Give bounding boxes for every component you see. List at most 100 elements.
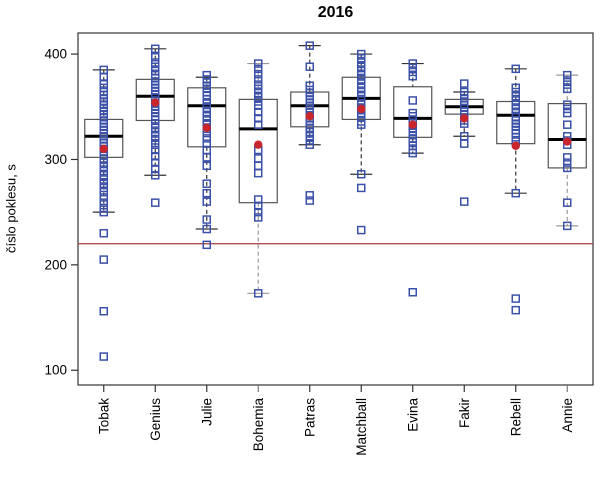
data-point-square [151,44,160,54]
x-tick-label: Julie [199,398,214,426]
boxplot-bohemia: Bohemia [238,59,278,452]
data-point-square [202,197,211,206]
x-tick-label: Bohemia [251,398,266,452]
x-tick-label: Genius [148,398,163,441]
boxplot-julie: Julie [187,70,227,426]
data-point-square [408,96,417,105]
y-tick-label: 300 [44,152,67,167]
mean-dot [460,114,469,123]
y-tick-label: 400 [44,47,67,62]
data-point-square [99,228,108,238]
data-point-square [202,134,211,143]
y-tick-label: 100 [44,363,67,378]
data-point-square [563,221,572,231]
data-point-square [151,198,160,207]
boxplot-evina: Evina [393,59,433,432]
data-point-square [254,289,263,298]
x-tick-label: Tobak [96,398,111,434]
data-point-square [563,120,572,129]
data-point-square [254,168,263,178]
data-point-square [563,84,572,94]
x-tick-label: Annie [560,398,575,433]
data-point-square [99,193,108,202]
data-point-square [357,169,366,179]
data-point-square [305,140,314,149]
data-point-square [563,198,572,207]
data-point-square [357,120,366,129]
data-point-square [99,198,108,207]
data-point-square [99,352,108,361]
mean-dot [99,144,108,154]
data-point-square [563,108,572,118]
x-tick-label: Evina [405,398,420,432]
data-point-square [254,207,263,217]
boxplot-patras: Patras [290,41,330,437]
mean-dot [563,137,572,146]
mean-dot [305,112,314,121]
x-tick-label: Fakir [457,397,472,428]
data-point-square [254,59,263,68]
data-point-square [563,153,572,162]
plot-border [77,32,594,386]
data-point-square [511,188,520,198]
y-tick-label: 200 [44,257,67,272]
mean-dot [151,98,160,107]
data-point-square [357,183,366,193]
data-point-square [202,224,211,234]
data-point-square [202,179,211,188]
boxplot-tobak: Tobak [84,65,124,434]
mean-dot [202,123,211,133]
data-point-square [99,187,108,197]
x-tick-label: Patras [302,398,317,437]
data-point-square [151,140,160,149]
mean-dot [408,120,417,129]
data-point-square [202,161,211,171]
data-point-square [511,64,520,74]
boxplot-rebell: Rebell [496,64,536,436]
mean-dot [511,141,520,150]
data-point-square [563,163,572,173]
data-point-square [254,69,263,79]
iqr-box [238,98,278,204]
data-point-square [202,153,211,162]
x-tick-label: Rebell [508,398,523,436]
data-point-square [511,305,520,315]
mean-dot [357,104,366,114]
data-point-square [202,188,211,198]
data-point-square [305,41,314,50]
data-point-square [254,75,263,84]
data-point-square [563,158,572,167]
data-point-square [99,306,108,316]
data-point-square [408,148,417,158]
data-point-square [151,52,160,62]
data-point-square [563,70,572,80]
data-point-square [305,62,314,71]
data-point-square [254,213,263,222]
data-point-square [99,255,108,264]
data-point-square [254,120,263,129]
data-point-square [254,64,263,74]
mean-dot [254,140,263,149]
data-point-square [202,240,211,250]
data-point-square [408,71,417,81]
data-point-square [408,288,417,297]
data-point-square [99,207,108,217]
data-point-square [511,294,520,303]
boxplot-genius: Genius [135,44,175,441]
x-tick-label: Matchball [354,398,369,456]
data-point-square [305,196,314,205]
boxplot-annie: Annie [547,70,587,433]
data-point-square [151,171,160,180]
data-point-square [460,79,469,88]
data-point-square [305,191,314,200]
data-point-square [460,139,469,148]
chart-title: 2016 [317,4,354,21]
data-point-square [460,197,469,206]
iqr-box [547,103,587,169]
boxplot-matchball: Matchball [341,49,381,456]
data-point-square [202,215,211,224]
boxplot-fakir: Fakir [444,79,484,428]
data-point-square [357,225,366,235]
